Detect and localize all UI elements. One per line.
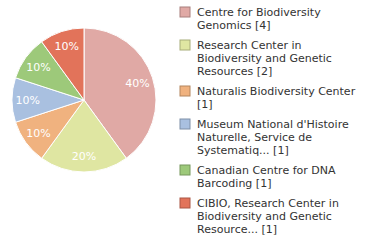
data-label: 10% [16,94,40,107]
pie [12,28,156,172]
legend-label: Research Center inBiodiversity and Genet… [197,39,332,78]
chart: 40% 20% 10% 10% 10% 10% Centre for Biodiversit… [0,0,380,240]
data-labels: 40% 20% 10% 10% 10% 10% [16,40,150,163]
legend-label: Canadian Centre for DNABarcoding [1] [197,164,336,190]
legend-label: Naturalis Biodiversity Center[1] [197,85,356,111]
legend-swatch [180,165,190,175]
data-label: 10% [26,127,50,140]
data-label: 20% [72,150,96,163]
legend-label: Centre for BiodiversityGenomics [4] [197,6,321,32]
data-label: 10% [54,40,78,53]
legend-swatch [180,40,190,50]
legend-label: CIBIO, Research Center inBiodiversity an… [197,197,339,236]
legend-swatch [180,86,190,96]
legend-swatch [180,7,190,17]
data-label: 10% [26,61,50,74]
data-label: 40% [125,76,149,89]
legend: Centre for BiodiversityGenomics [4] Resea… [180,6,356,236]
legend-swatch [180,198,190,208]
legend-swatch [180,119,190,129]
legend-label: Museum National d'HistoireNaturelle, Ser… [197,118,349,157]
